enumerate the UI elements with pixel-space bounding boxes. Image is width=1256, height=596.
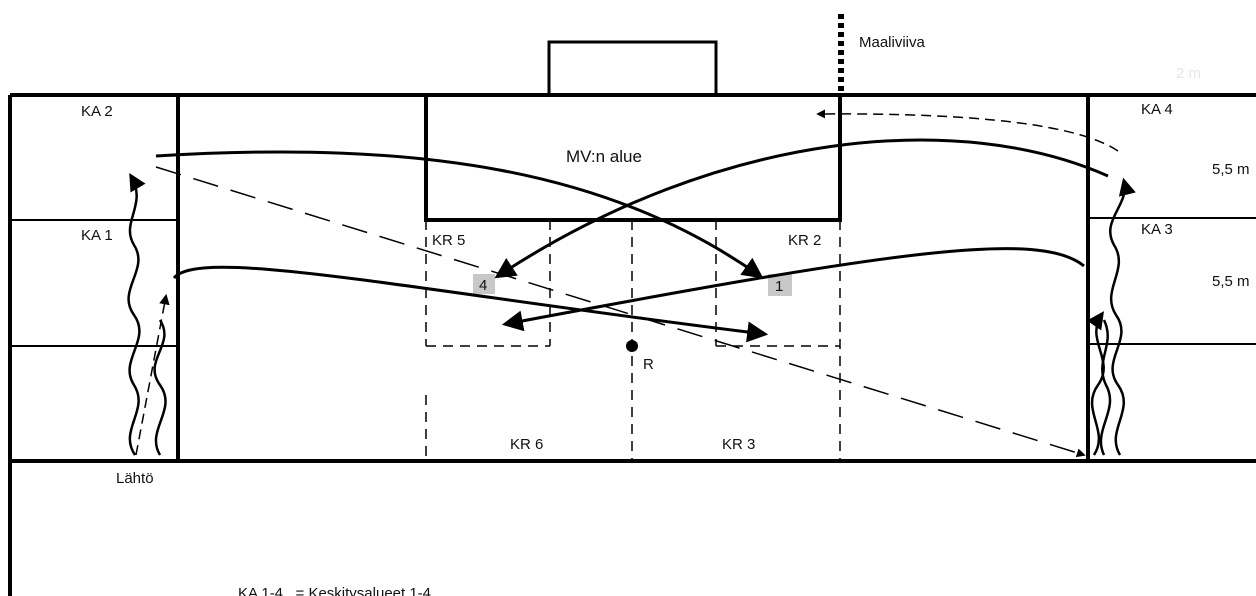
goal-line-label: Maaliviiva	[859, 34, 926, 51]
dashed-curve	[816, 109, 1119, 152]
region-kr2: KR 2	[788, 232, 821, 249]
goal-area	[424, 93, 842, 222]
referee-marker: R	[626, 340, 654, 373]
zone-ka4: KA 4	[1141, 101, 1173, 118]
zone-ka3: KA 3	[1141, 221, 1173, 238]
svg-text:R: R	[643, 356, 654, 373]
legend-text: KA 1-4 = Keskitysalueet 1-4	[238, 585, 431, 596]
svg-text:4: 4	[479, 277, 487, 294]
region-kr3: KR 3	[722, 436, 755, 453]
pass-arrows	[155, 138, 1109, 343]
dimension-width: 2 m	[1176, 65, 1201, 82]
dimension-upper: 5,5 m	[1212, 161, 1250, 178]
goal-area-label: MV:n alue	[566, 147, 642, 166]
goal	[547, 40, 718, 97]
running-paths	[127, 172, 1136, 456]
region-kr6: KR 6	[510, 436, 543, 453]
zone-ka2: KA 2	[81, 103, 113, 120]
dimension-lower: 5,5 m	[1212, 273, 1250, 290]
svg-text:1: 1	[775, 278, 783, 295]
region-kr5: KR 5	[432, 232, 465, 249]
start-label: Lähtö	[116, 470, 154, 487]
zone-ka1: KA 1	[81, 227, 113, 244]
dashed-diagonal	[155, 166, 1086, 458]
marker-1: 1	[768, 274, 792, 296]
marker-4: 4	[473, 274, 495, 294]
